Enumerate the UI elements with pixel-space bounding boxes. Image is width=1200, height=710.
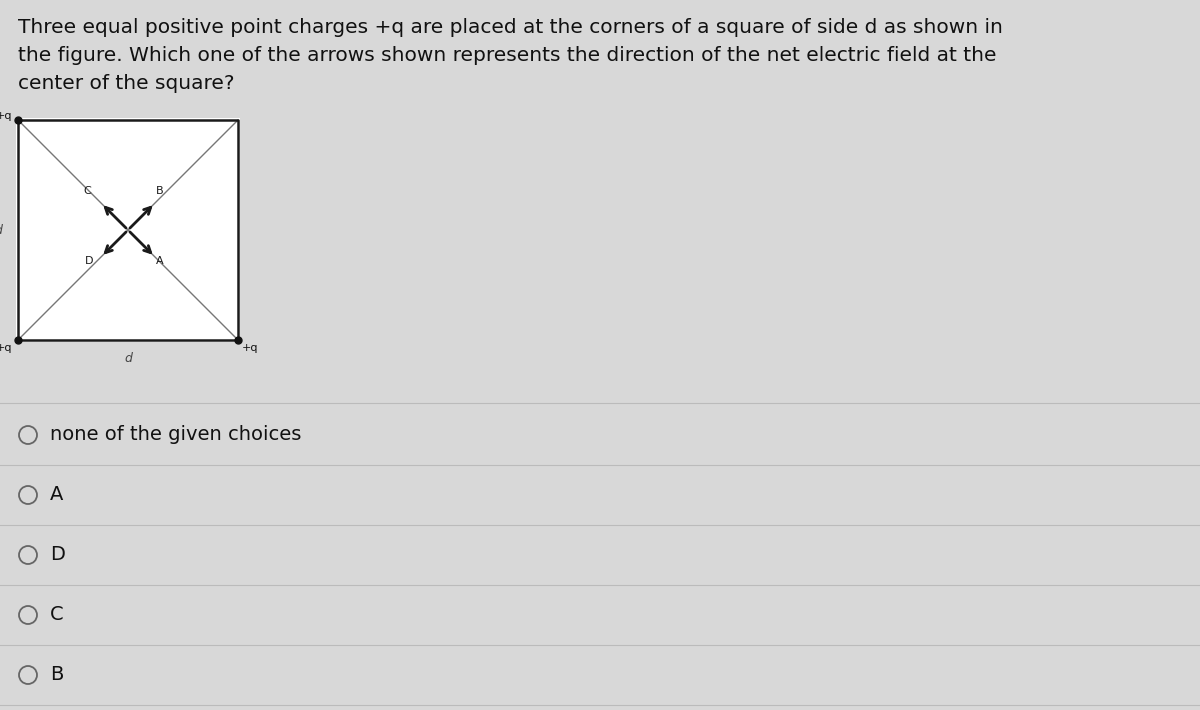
Text: Three equal positive point charges +q are placed at the corners of a square of s: Three equal positive point charges +q ar… — [18, 18, 1003, 37]
Bar — [16, 118, 240, 342]
Text: none of the given choices: none of the given choices — [50, 425, 301, 444]
Text: A: A — [50, 486, 64, 505]
Text: d: d — [124, 351, 132, 364]
Text: d: d — [0, 224, 2, 236]
Text: B: B — [156, 186, 163, 196]
Text: A: A — [156, 256, 163, 266]
Text: +q: +q — [241, 343, 258, 353]
Text: the figure. Which one of the arrows shown represents the direction of the net el: the figure. Which one of the arrows show… — [18, 46, 996, 65]
Text: D: D — [50, 545, 65, 564]
Text: D: D — [85, 256, 94, 266]
Text: C: C — [83, 186, 91, 196]
Text: C: C — [50, 606, 64, 625]
Text: +q: +q — [0, 111, 12, 121]
Text: center of the square?: center of the square? — [18, 74, 234, 93]
Text: +q: +q — [0, 343, 12, 353]
Text: B: B — [50, 665, 64, 684]
